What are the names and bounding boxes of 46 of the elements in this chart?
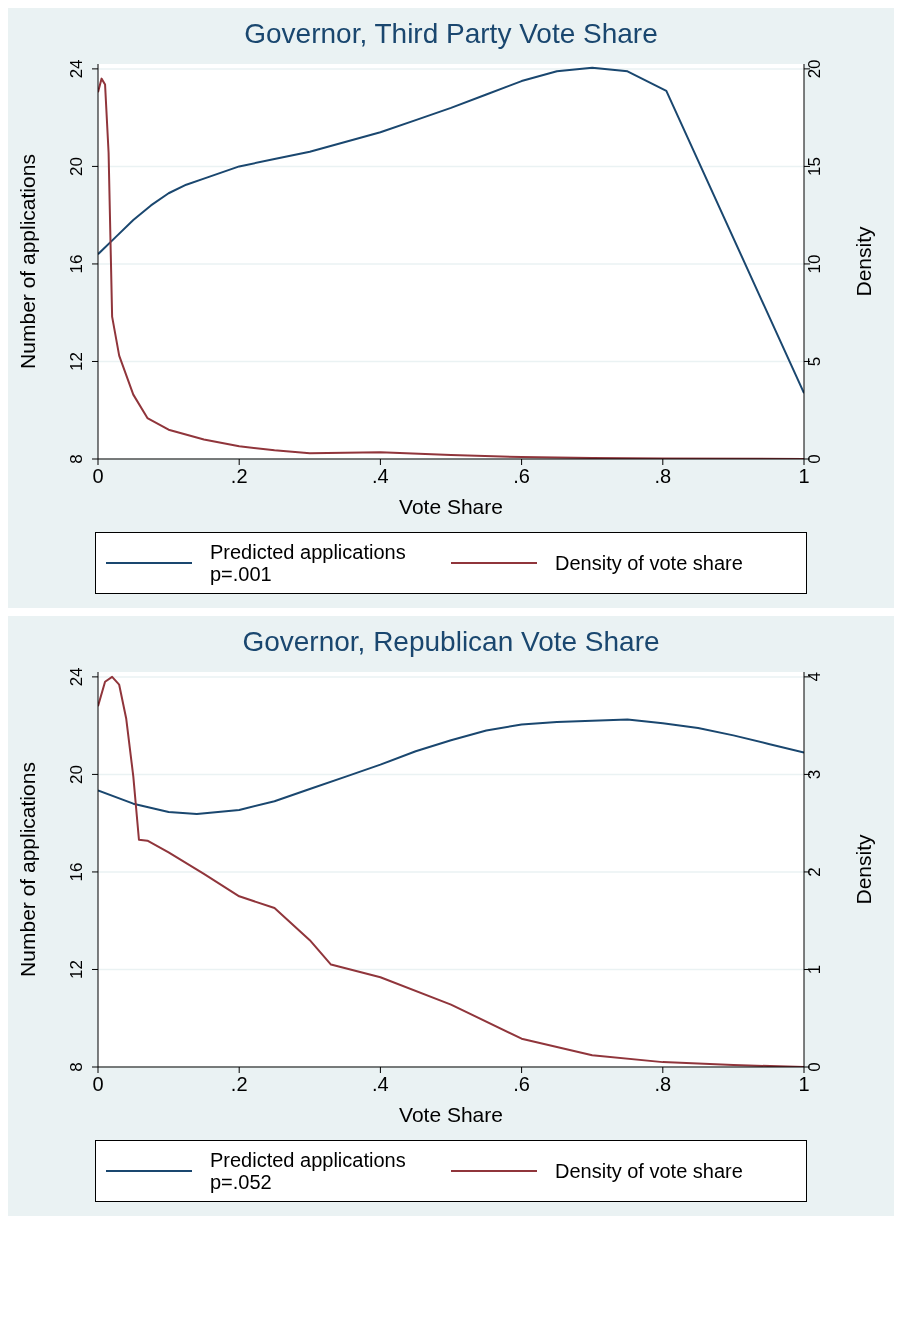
x-tick-label: 1 xyxy=(798,1073,810,1095)
x-tick-label: .8 xyxy=(654,465,672,487)
y2-tick-label: 0 xyxy=(805,1062,824,1072)
x-tick-label: .8 xyxy=(654,1073,672,1095)
y-tick-label: 8 xyxy=(67,454,86,464)
y-tick-label: 8 xyxy=(67,1062,86,1072)
y-tick-label: 24 xyxy=(67,59,86,79)
y-tick-label: 16 xyxy=(67,254,86,274)
y2-tick-label: 1 xyxy=(805,964,824,975)
line-series xyxy=(98,718,804,815)
x-axis-title: Vote Share xyxy=(399,1103,503,1126)
y2-tick-label: 5 xyxy=(805,356,824,367)
x-tick-label: 1 xyxy=(798,465,810,487)
x-tick-label: .6 xyxy=(513,1073,530,1095)
y-tick-label: 16 xyxy=(67,862,86,882)
y2-tick-label: 0 xyxy=(805,454,824,464)
x-tick-label: .4 xyxy=(372,465,389,487)
y2-tick-label: 3 xyxy=(805,769,824,780)
legend-label: Predicted applications p=.001 xyxy=(210,541,406,585)
x-tick-label: .4 xyxy=(372,1073,389,1095)
x-axis-title: Vote Share xyxy=(399,495,503,518)
y2-tick-label: 4 xyxy=(805,672,824,682)
y2-axis-title: Density xyxy=(852,833,876,905)
y2-axis-title: Density xyxy=(852,225,876,297)
y-axis-title: Number of applications xyxy=(16,154,40,369)
x-tick-label: .2 xyxy=(230,465,248,487)
y-tick-label: 20 xyxy=(67,764,86,784)
chart-title: Governor, Republican Vote Share xyxy=(241,626,661,658)
y2-tick-label: 2 xyxy=(805,867,824,877)
y-axis-title: Number of applications xyxy=(16,762,40,977)
x-tick-label: .2 xyxy=(230,1073,248,1095)
legend-label: Density of vote share xyxy=(555,552,743,574)
y-tick-label: 20 xyxy=(67,156,86,176)
y2-tick-label: 20 xyxy=(805,59,824,79)
x-tick-label: .6 xyxy=(513,465,530,487)
line-series xyxy=(98,66,804,395)
y2-tick-label: 10 xyxy=(805,254,824,274)
y2-tick-label: 15 xyxy=(805,156,824,176)
y-tick-label: 24 xyxy=(67,667,86,687)
y-tick-label: 12 xyxy=(67,960,86,979)
legend-label: Density of vote share xyxy=(555,1160,743,1182)
y-tick-label: 12 xyxy=(67,352,86,371)
chart-title: Governor, Third Party Vote Share xyxy=(243,18,659,50)
x-tick-label: 0 xyxy=(92,1073,104,1095)
x-tick-label: 0 xyxy=(92,465,104,487)
legend-label: Predicted applications p=.052 xyxy=(210,1149,406,1193)
